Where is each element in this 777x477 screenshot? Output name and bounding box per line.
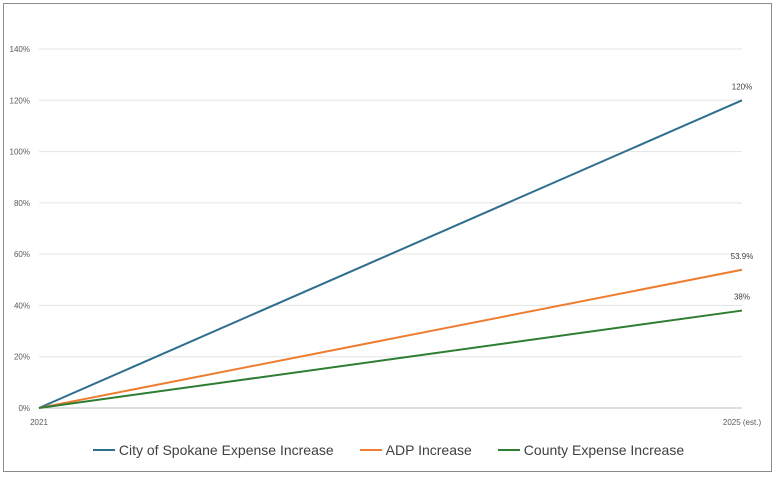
x-tick-label: 2021 <box>30 418 48 427</box>
legend-swatch-adp <box>359 449 382 451</box>
data-label: 120% <box>732 82 752 91</box>
y-tick-label: 20% <box>14 353 30 362</box>
y-tick-label: 140% <box>10 45 30 54</box>
legend-label-county: County Expense Increase <box>523 442 685 458</box>
x-tick-label: 2025 (est.) <box>723 418 762 427</box>
y-axis-ticks: 0% 20% 40% 60% 80% 100% 120% 140% <box>10 45 30 413</box>
gridlines <box>39 48 742 409</box>
data-labels: 120% 53.9% 38% <box>731 82 754 301</box>
chart-frame <box>3 3 772 472</box>
x-axis-ticks: 2021 2025 (est.) <box>30 418 761 427</box>
y-tick-label: 80% <box>14 199 30 208</box>
y-tick-label: 60% <box>14 250 30 259</box>
y-tick-label: 100% <box>10 148 30 157</box>
legend-label-adp: ADP Increase <box>385 442 472 458</box>
series-line-0 <box>38 99 743 409</box>
series-line-2 <box>38 309 743 409</box>
legend-item-city[interactable]: City of Spokane Expense Increase <box>92 442 334 458</box>
y-tick-label: 120% <box>10 96 30 105</box>
series-lines <box>38 99 743 409</box>
legend-swatch-county <box>497 449 520 451</box>
legend-item-adp[interactable]: ADP Increase <box>359 442 472 458</box>
data-label: 38% <box>734 293 750 302</box>
legend-swatch-city <box>92 449 115 451</box>
line-chart: 0% 20% 40% 60% 80% 100% 120% 140% 2021 2025 (est… <box>10 45 762 427</box>
data-label: 53.9% <box>731 252 754 261</box>
series-line-1 <box>38 268 743 409</box>
y-tick-label: 40% <box>14 301 30 310</box>
legend: City of Spokane Expense Increase ADP Inc… <box>0 442 777 458</box>
y-tick-label: 0% <box>18 404 30 413</box>
legend-label-city: City of Spokane Expense Increase <box>118 442 334 458</box>
legend-item-county[interactable]: County Expense Increase <box>497 442 685 458</box>
